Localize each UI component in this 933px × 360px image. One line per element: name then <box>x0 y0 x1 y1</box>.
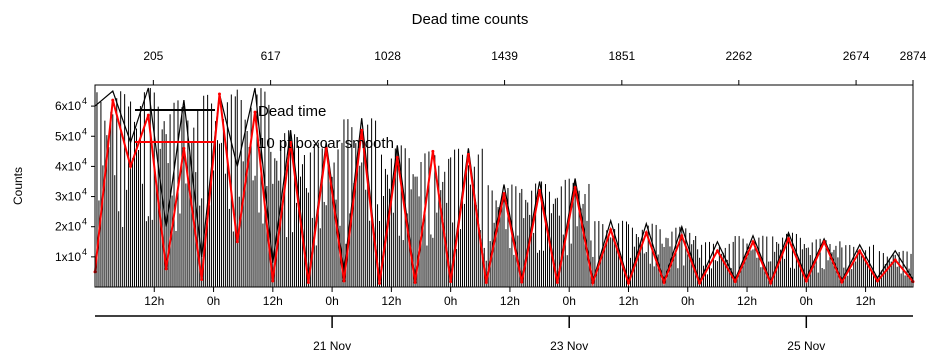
smooth-point <box>289 140 293 144</box>
y-tick-exponent: 4 <box>82 217 87 227</box>
smooth-point <box>787 237 791 241</box>
smooth-point <box>306 280 310 284</box>
y-tick-exponent: 4 <box>82 247 87 257</box>
smooth-point <box>858 249 862 253</box>
top-tick-label: 617 <box>261 49 281 63</box>
y-tick-label: 5x10 <box>55 129 81 143</box>
hour-tick-label: 12h <box>381 294 401 308</box>
smooth-point <box>146 113 150 117</box>
top-tick-label: 2874 <box>900 49 927 63</box>
smooth-point <box>644 231 648 235</box>
smooth-point <box>715 249 719 253</box>
smooth-point <box>217 92 221 96</box>
y-tick-exponent: 4 <box>82 126 87 136</box>
legend-label-0: Dead time <box>258 103 326 120</box>
smooth-point <box>751 240 755 244</box>
hour-tick-label: 0h <box>325 294 338 308</box>
y-tick-label: 4x10 <box>55 159 81 173</box>
hour-tick-label: 12h <box>500 294 520 308</box>
smooth-point <box>253 110 257 114</box>
y-tick-label: 1x10 <box>55 250 81 264</box>
hour-tick-label: 0h <box>207 294 220 308</box>
hour-tick-label: 0h <box>444 294 457 308</box>
smooth-point <box>164 267 168 271</box>
smooth-point <box>840 280 844 284</box>
smooth-point <box>875 279 879 283</box>
smooth-point <box>395 155 399 159</box>
smooth-point <box>182 146 186 150</box>
smooth-point <box>413 280 417 284</box>
y-tick-label: 2x10 <box>55 220 81 234</box>
smooth-point <box>609 228 613 232</box>
smooth-point <box>698 281 702 285</box>
y-tick-exponent: 4 <box>82 156 87 166</box>
top-tick-label: 2674 <box>843 49 870 63</box>
hour-tick-label: 12h <box>856 294 876 308</box>
smooth-point <box>449 280 453 284</box>
y-tick-exponent: 4 <box>82 187 87 197</box>
hour-tick-label: 12h <box>263 294 283 308</box>
y-tick-label: 6x10 <box>55 99 81 113</box>
smooth-point <box>342 279 346 283</box>
smooth-point <box>591 281 595 285</box>
smooth-point <box>378 281 382 285</box>
day-tick-label: 25 Nov <box>787 339 825 353</box>
smooth-point <box>235 240 239 244</box>
smooth-point <box>555 280 559 284</box>
top-tick-label: 205 <box>143 49 163 63</box>
day-tick-label: 23 Nov <box>550 339 588 353</box>
y-tick-label: 3x10 <box>55 190 81 204</box>
hour-tick-label: 12h <box>144 294 164 308</box>
smooth-point <box>804 279 808 283</box>
smooth-point <box>538 189 542 193</box>
top-tick-label: 2262 <box>725 49 752 63</box>
hour-tick-label: 12h <box>618 294 638 308</box>
y-tick-exponent: 4 <box>82 96 87 106</box>
top-tick-label: 1028 <box>374 49 401 63</box>
smooth-point <box>484 280 488 284</box>
smooth-point <box>129 164 133 168</box>
hour-tick-label: 12h <box>737 294 757 308</box>
top-tick-label: 1851 <box>608 49 635 63</box>
smooth-point <box>360 128 364 132</box>
hour-tick-label: 0h <box>800 294 813 308</box>
series-layer <box>93 87 915 287</box>
smooth-point <box>502 192 506 196</box>
smooth-point <box>111 98 115 102</box>
chart-title: Dead time counts <box>412 11 529 28</box>
smooth-point <box>200 277 204 281</box>
hour-tick-label: 0h <box>681 294 694 308</box>
smooth-point <box>431 149 435 153</box>
smooth-point <box>733 280 737 284</box>
top-tick-label: 1439 <box>491 49 518 63</box>
plot-border <box>94 84 914 288</box>
smooth-point <box>626 281 630 285</box>
day-tick-label: 21 Nov <box>313 339 351 353</box>
smooth-point <box>822 240 826 244</box>
hour-tick-label: 0h <box>563 294 576 308</box>
y-axis-label: Counts <box>11 167 25 205</box>
smooth-point <box>271 279 275 283</box>
legend: Dead time 10 pt boxcar smooth <box>135 103 394 152</box>
smooth-point <box>466 152 470 156</box>
legend-label-1: 10 pt boxcar smooth <box>258 135 394 152</box>
smooth-point <box>324 146 328 150</box>
smooth-point <box>520 280 524 284</box>
smooth-point <box>680 234 684 238</box>
smooth-point <box>662 280 666 284</box>
smooth-point <box>573 186 577 190</box>
smooth-point <box>893 258 897 262</box>
smooth-point <box>769 281 773 285</box>
